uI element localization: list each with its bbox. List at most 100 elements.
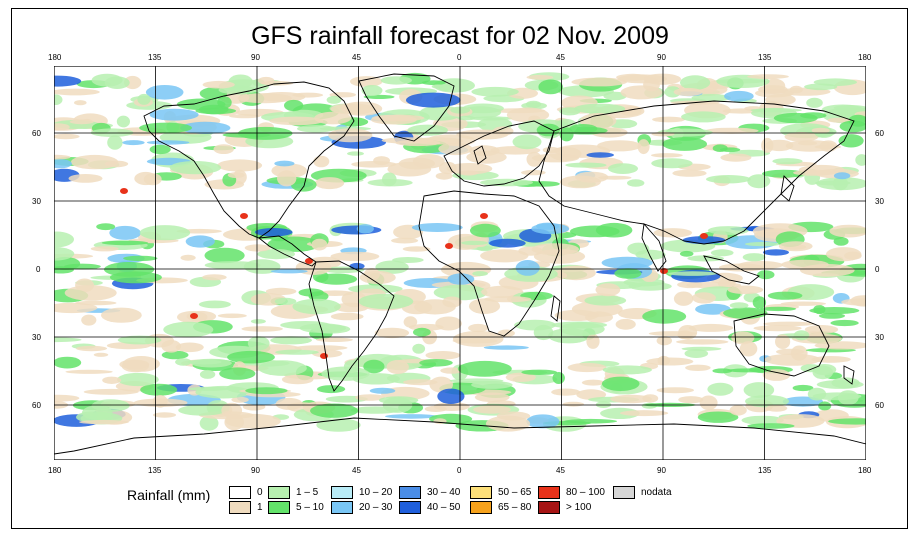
rain-patch <box>691 292 716 304</box>
rain-patch <box>68 174 103 183</box>
rain-patch <box>241 326 283 332</box>
rain-patch <box>411 223 463 232</box>
rain-patch <box>833 105 866 111</box>
rain-patch <box>371 114 425 122</box>
rain-patch <box>727 368 772 373</box>
rain-patch <box>123 75 142 90</box>
rain-patch <box>562 401 584 407</box>
rain-hotspot <box>190 313 198 319</box>
rain-patch <box>668 271 718 276</box>
rain-patch <box>356 224 374 234</box>
rain-patch <box>292 298 341 315</box>
rain-patch <box>169 161 222 175</box>
rain-patch <box>574 103 626 114</box>
rain-patch <box>742 253 766 262</box>
legend-label: 65 – 80 <box>498 502 532 513</box>
rain-patch <box>619 410 669 417</box>
lon-tick-bottom: 45 <box>556 466 565 475</box>
rain-patch <box>586 333 600 349</box>
legend-swatch <box>538 486 560 499</box>
rain-patch <box>809 307 860 315</box>
rain-hotspot <box>240 213 248 219</box>
rain-patch <box>762 369 791 381</box>
legend-title: Rainfall (mm) <box>127 487 211 503</box>
rain-patch <box>269 116 324 126</box>
rain-patch <box>584 295 627 306</box>
lon-tick-bottom: 180 <box>858 466 872 475</box>
rain-patch <box>628 281 672 291</box>
legend-label: 1 <box>257 502 263 513</box>
rain-patch <box>257 249 295 260</box>
rain-patch <box>676 339 729 345</box>
rain-patch <box>707 382 734 396</box>
rain-patch <box>361 85 383 96</box>
rain-patch <box>480 178 533 187</box>
rain-patch <box>812 365 834 380</box>
rain-patch <box>739 341 758 357</box>
rain-patch <box>699 395 718 411</box>
rain-patch <box>833 172 851 180</box>
rain-patch <box>270 269 308 274</box>
rain-patch <box>526 414 560 429</box>
rain-patch <box>161 350 189 360</box>
legend-label: 10 – 20 <box>359 487 393 498</box>
rain-patch <box>760 306 797 312</box>
rain-patch <box>586 152 614 158</box>
legend-swatch <box>331 486 353 499</box>
rain-patch <box>697 411 739 423</box>
rain-patch <box>570 225 620 238</box>
rain-patch <box>403 379 438 386</box>
rain-patch <box>270 336 312 345</box>
rain-patch <box>673 291 694 306</box>
rain-patch <box>819 313 845 319</box>
rain-patch <box>727 285 764 295</box>
rain-patch <box>204 261 261 270</box>
rain-patch <box>538 79 563 95</box>
rain-patch <box>349 262 365 270</box>
rain-patch <box>202 80 235 89</box>
lat-tick-left: 60 <box>32 129 41 138</box>
rain-patch <box>217 313 247 319</box>
rain-patch <box>54 159 72 169</box>
rain-patch <box>311 238 328 251</box>
rain-patch <box>480 249 529 263</box>
rain-patch <box>627 179 645 187</box>
rain-patch <box>101 307 142 323</box>
rain-patch <box>446 163 493 175</box>
rain-patch <box>435 316 462 331</box>
rain-patch <box>316 337 353 342</box>
rain-patch <box>178 404 226 416</box>
rain-patch <box>526 74 554 80</box>
rain-patch <box>54 94 63 105</box>
rain-patch <box>800 112 827 119</box>
rain-patch <box>385 414 438 419</box>
legend-label: 0 <box>257 487 263 498</box>
rain-patch <box>549 147 582 161</box>
rain-patch <box>54 266 74 274</box>
lon-tick-bottom: 135 <box>148 466 162 475</box>
rain-patch <box>373 156 390 166</box>
rain-hotspot <box>120 188 128 194</box>
rain-patch <box>565 162 607 168</box>
rain-patch <box>152 412 177 418</box>
rain-patch <box>731 331 755 345</box>
rain-patch <box>688 323 734 332</box>
lat-tick-left: 0 <box>36 265 41 274</box>
rain-patch <box>258 360 307 376</box>
rain-patch <box>70 154 119 170</box>
legend-label: 20 – 30 <box>359 502 393 513</box>
rain-patch <box>747 74 789 79</box>
rain-patch <box>635 249 666 260</box>
rain-patch <box>720 153 752 162</box>
rain-patch <box>199 369 216 379</box>
rain-patch <box>140 383 178 396</box>
rain-patch <box>780 301 827 306</box>
rain-patch <box>54 133 80 140</box>
rain-patch <box>54 88 100 96</box>
rain-patch <box>314 111 352 125</box>
legend-label: 5 – 10 <box>296 502 324 513</box>
rain-patch <box>737 261 784 270</box>
rain-patch <box>608 163 638 174</box>
rain-patch <box>123 255 158 262</box>
rain-patch <box>69 119 94 125</box>
